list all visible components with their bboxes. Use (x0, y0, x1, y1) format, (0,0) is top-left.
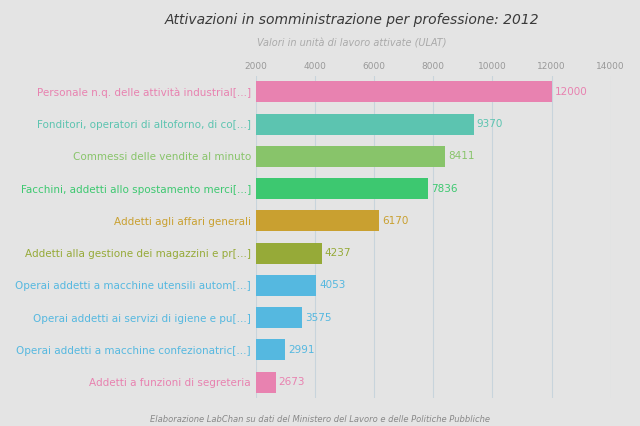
Text: 3575: 3575 (305, 313, 332, 322)
Text: 6170: 6170 (382, 216, 408, 226)
Bar (196, 178, 428, 199)
Bar (196, 340, 285, 360)
Bar (196, 307, 302, 328)
Bar (196, 243, 322, 264)
Text: 4237: 4237 (324, 248, 351, 258)
Text: Valori in unità di lavoro attivate (ULAT): Valori in unità di lavoro attivate (ULAT… (257, 38, 447, 48)
Text: 7836: 7836 (431, 184, 458, 193)
Text: 2673: 2673 (278, 377, 305, 387)
Text: Elaborazione LabChan su dati del Ministero del Lavoro e delle Politiche Pubblich: Elaborazione LabChan su dati del Ministe… (150, 415, 490, 424)
Text: 2991: 2991 (288, 345, 314, 355)
Text: Attivazioni in somministrazione per professione: 2012: Attivazioni in somministrazione per prof… (164, 13, 540, 27)
Text: 9370: 9370 (477, 119, 503, 129)
Bar (196, 371, 276, 393)
Bar (196, 114, 474, 135)
Text: 12000: 12000 (554, 87, 588, 97)
Bar (196, 81, 552, 102)
Bar (196, 275, 316, 296)
Bar (196, 210, 379, 231)
Text: 4053: 4053 (319, 280, 346, 291)
Text: 8411: 8411 (448, 151, 475, 161)
Bar (196, 146, 445, 167)
